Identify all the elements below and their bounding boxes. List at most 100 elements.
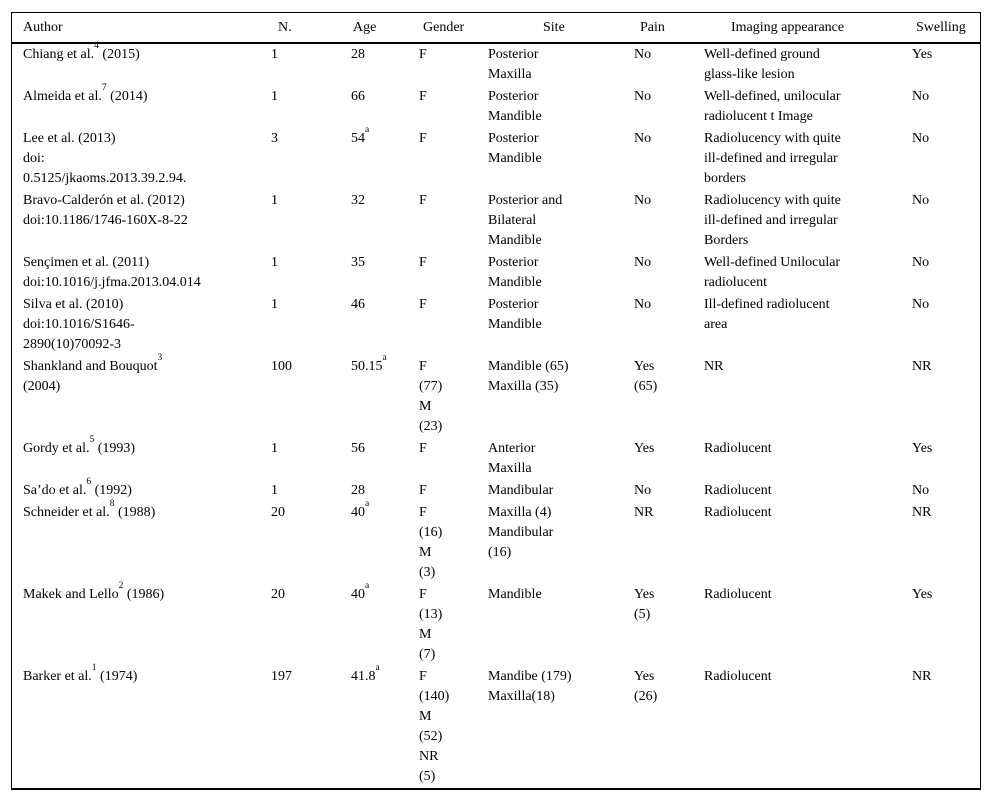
- cell-swelling: No: [912, 86, 980, 128]
- cell-text: Radiolucency with quite: [704, 193, 841, 208]
- cell-text: Well-defined Unilocular: [704, 255, 841, 270]
- cell-text: 66: [351, 89, 365, 104]
- cell-text: F: [419, 359, 427, 374]
- table-row: Shankland and Bouquot3 (2004) 100 50.15a F (7…: [12, 353, 980, 438]
- cell-text: Schneider et al.: [23, 505, 110, 520]
- cell-line: (77): [419, 377, 484, 397]
- cell-line: Sa’do et al.6 (1992): [23, 478, 267, 501]
- cell-line: (3): [419, 563, 484, 583]
- cell-text: Posterior: [488, 255, 539, 270]
- cell-line: Maxilla (35): [488, 377, 630, 397]
- cell-imaging-appearance: Well-defined Unilocular radiolucent: [704, 252, 912, 294]
- cell-line: 66: [351, 87, 415, 107]
- superscript: 4: [94, 41, 99, 52]
- cell-line: doi:10.1186/1746-160X-8-22: [23, 211, 267, 231]
- cell-text: Sençimen et al. (2011): [23, 255, 150, 270]
- table-row: Bravo-Calderón et al. (2012) doi:10.1186/…: [12, 190, 980, 252]
- cell-line: No: [634, 45, 700, 65]
- cell-line: 20: [271, 503, 347, 523]
- cell-line: 46: [351, 295, 415, 315]
- cell-line: Maxilla: [488, 65, 630, 85]
- cell-line: 54a: [351, 126, 415, 149]
- cell-text: Yes: [634, 441, 655, 456]
- cell-text: Posterior: [488, 47, 539, 62]
- cell-age: 41.8a: [351, 663, 419, 788]
- cell-line: Lee et al. (2013): [23, 129, 267, 149]
- cell-imaging-appearance: Radiolucency with quite ill-defined and i…: [704, 190, 912, 252]
- cell-line: Yes: [634, 667, 700, 687]
- cell-pain: Yes (65): [634, 356, 704, 438]
- cell-text: Posterior: [488, 131, 539, 146]
- cell-line: F: [419, 253, 484, 273]
- cell-line: Posterior: [488, 45, 630, 65]
- column-header-label: Pain: [640, 20, 665, 35]
- cell-text: Maxilla: [488, 461, 532, 476]
- cell-line: Chiang et al.4 (2015): [23, 42, 267, 65]
- cell-text: 56: [351, 441, 365, 456]
- superscript: a: [365, 499, 370, 510]
- cell-text: ill-defined and irregular: [704, 151, 838, 166]
- cell-gender: F (16) M (3): [419, 502, 488, 584]
- cell-author: Silva et al. (2010) doi:10.1016/S1646- 289…: [23, 294, 271, 356]
- cell-imaging-appearance: NR: [704, 356, 912, 438]
- cell-line: Yes: [912, 585, 976, 605]
- cell-imaging-appearance: Radiolucent: [704, 502, 912, 584]
- cell-text: (5): [634, 607, 651, 622]
- cell-line: Mandibular: [488, 481, 630, 501]
- cell-text: F: [419, 669, 427, 684]
- cell-line: Mandibular: [488, 523, 630, 543]
- cell-line: 1: [271, 191, 347, 211]
- cell-pain: No: [634, 294, 704, 356]
- cell-text: 28: [351, 47, 365, 62]
- cell-text: Mandibe (179): [488, 669, 572, 684]
- cell-text: F: [419, 89, 427, 104]
- cell-line: 40a: [351, 582, 415, 605]
- cell-line: No: [634, 253, 700, 273]
- cell-line: ill-defined and irregular: [704, 211, 908, 231]
- cell-swelling: Yes: [912, 584, 980, 666]
- cell-line: Maxilla (4): [488, 503, 630, 523]
- cell-text: F: [419, 505, 427, 520]
- table-row: Gordy et al.5 (1993) 1 56 F Anterior Maxilla Y…: [12, 436, 980, 480]
- cell-text: Mandibular: [488, 483, 554, 498]
- column-header-label: N.: [278, 20, 292, 35]
- cell-site: Mandible (65) Maxilla (35): [488, 356, 634, 438]
- cell-line: No: [912, 253, 976, 273]
- cell-line: M: [419, 625, 484, 645]
- cell-author: Barker et al.1 (1974): [23, 664, 271, 788]
- cell-text: Silva et al. (2010): [23, 297, 124, 312]
- superscript: 3: [157, 353, 163, 364]
- cell-line: Gordy et al.5 (1993): [23, 436, 267, 459]
- cell-line: NR: [419, 747, 484, 767]
- cell-text: No: [634, 255, 652, 270]
- cell-n: 1: [271, 44, 351, 86]
- cell-site: Mandibular: [488, 480, 634, 502]
- cell-site: Maxilla (4) Mandibular (16): [488, 502, 634, 584]
- cell-text: (3): [419, 565, 436, 580]
- cell-imaging-appearance: Radiolucent: [704, 480, 912, 502]
- cell-line: 1: [271, 253, 347, 273]
- cell-text: borders: [704, 171, 746, 186]
- cell-text: 2890(10)70092-3: [23, 337, 121, 352]
- cell-line: 28: [351, 481, 415, 501]
- table-row: Barker et al.1 (1974) 197 41.8a F (140) M (52)…: [12, 663, 980, 788]
- cell-line: No: [912, 481, 976, 501]
- cell-swelling: NR: [912, 502, 980, 584]
- cell-gender: F: [419, 44, 488, 86]
- cell-gender: F (77) M (23): [419, 356, 488, 438]
- cell-text: Yes: [912, 441, 933, 456]
- cell-imaging-appearance: Radiolucent: [704, 584, 912, 666]
- cell-text: (2015): [98, 47, 140, 62]
- superscript: a: [375, 663, 380, 674]
- cell-text: 1: [271, 47, 278, 62]
- cell-pain: Yes: [634, 438, 704, 480]
- cell-swelling: No: [912, 480, 980, 502]
- cell-age: 54a: [351, 126, 419, 190]
- cell-text: radiolucent: [704, 275, 767, 290]
- cell-line: Mandible (65): [488, 357, 630, 377]
- cell-text: Bilateral: [488, 213, 537, 228]
- cell-line: Barker et al.1 (1974): [23, 664, 267, 687]
- cell-line: area: [704, 315, 908, 335]
- cell-pain: No: [634, 190, 704, 252]
- cell-text: No: [634, 47, 652, 62]
